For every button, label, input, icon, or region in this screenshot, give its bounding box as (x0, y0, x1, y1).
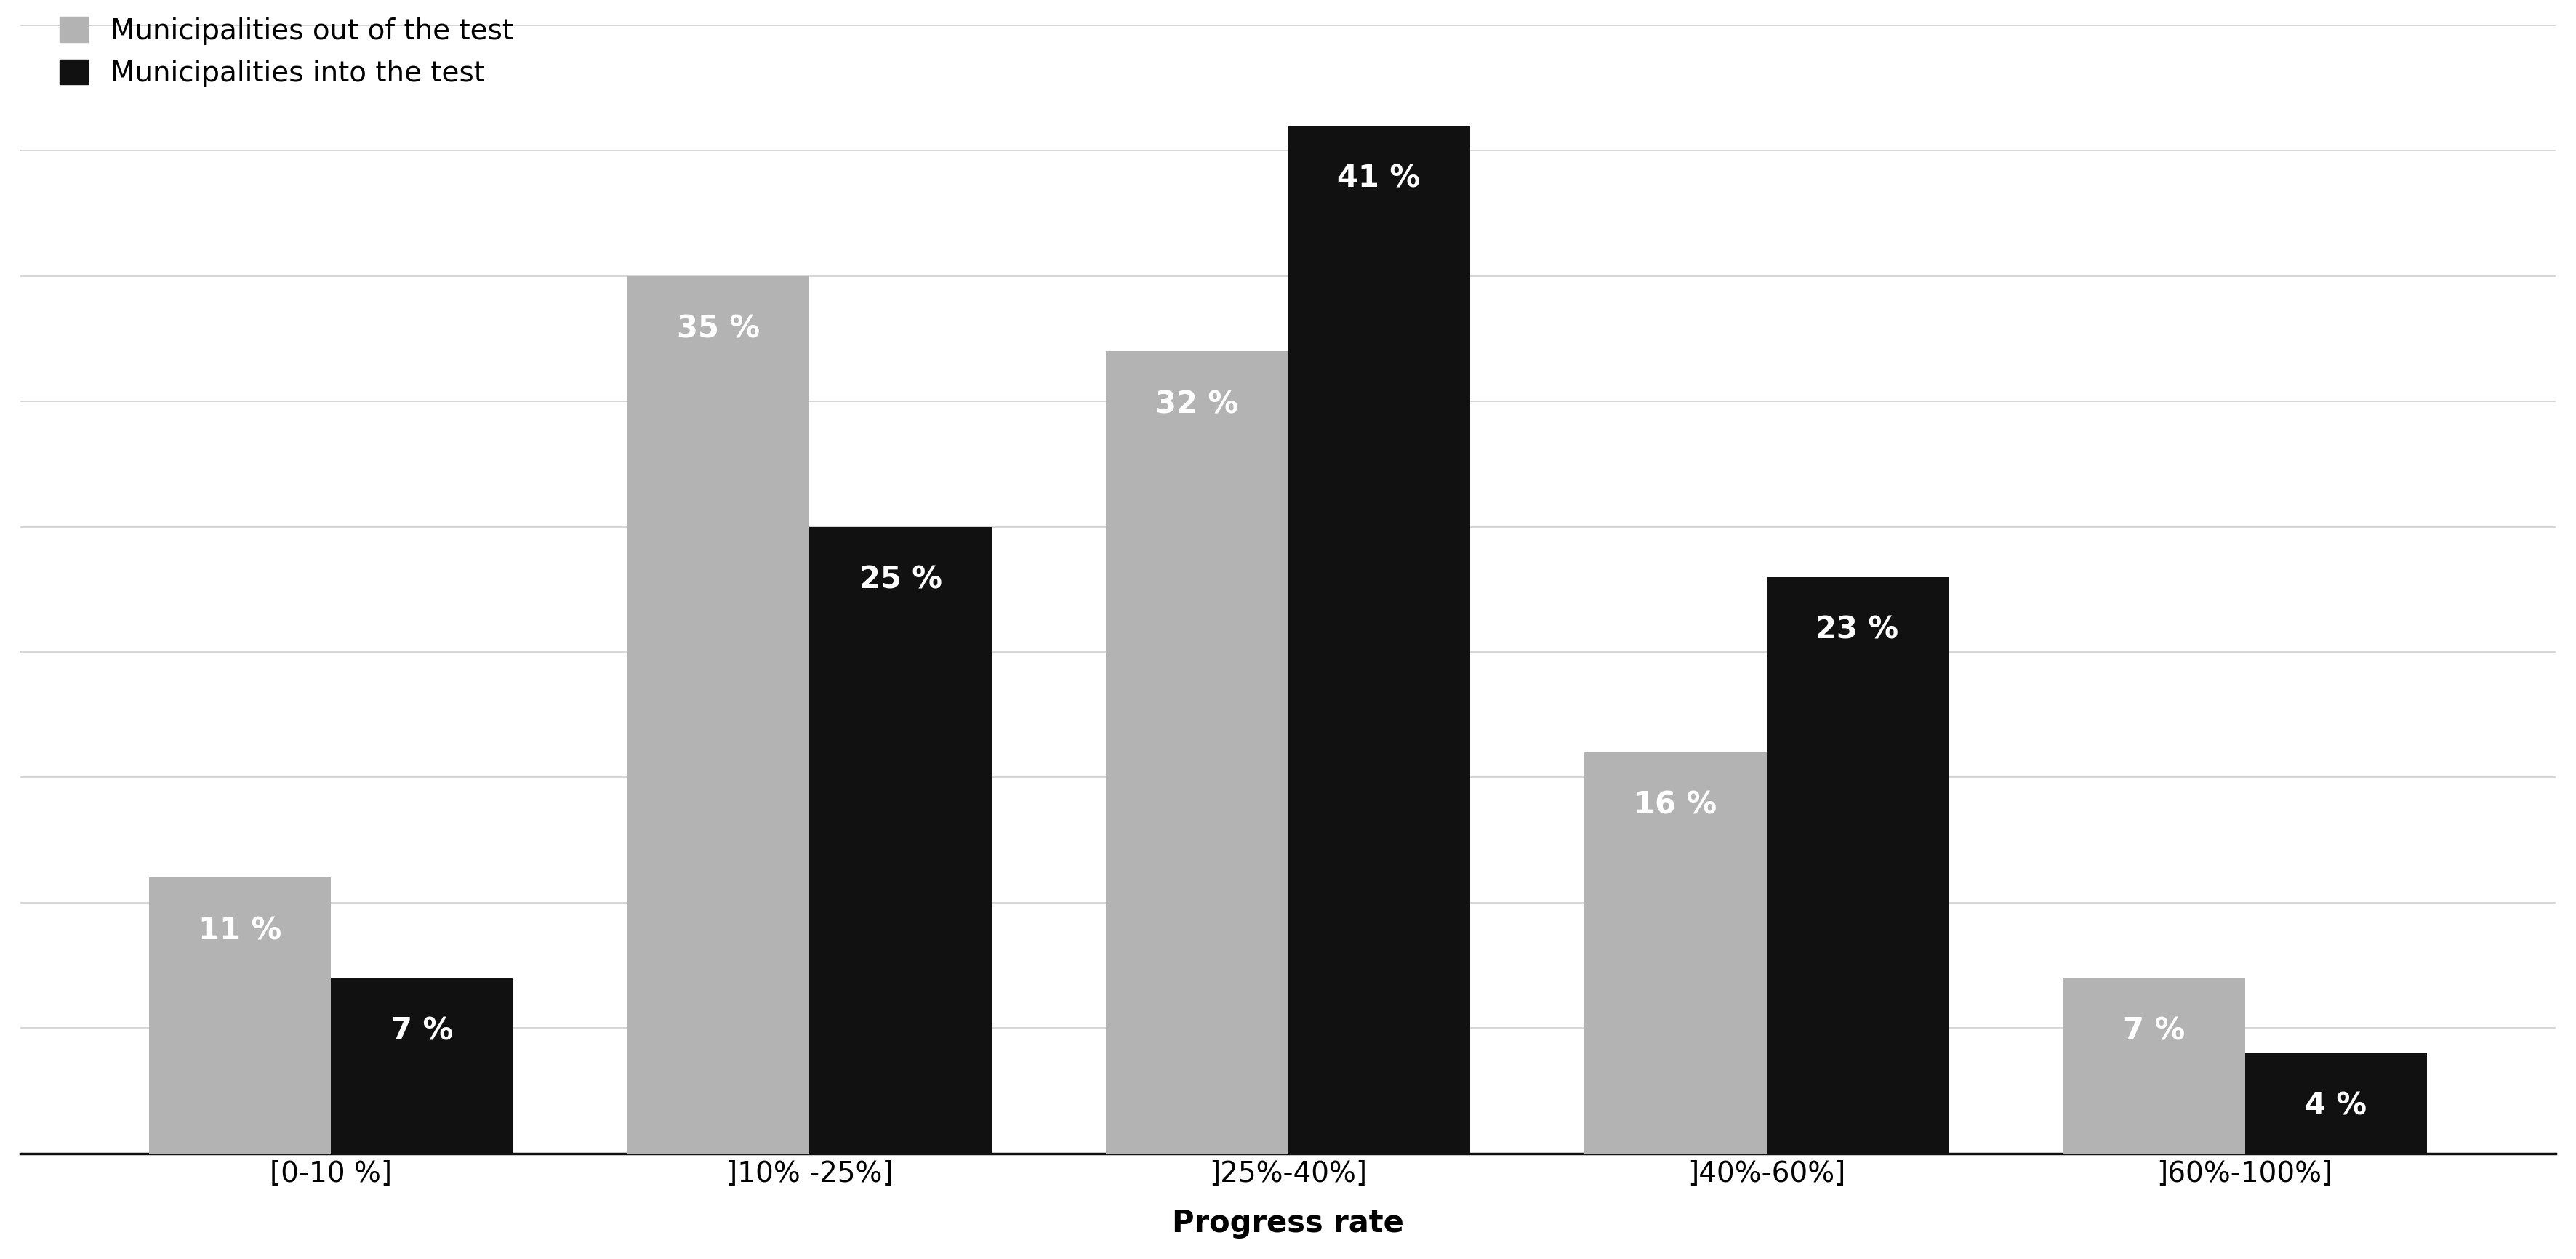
Text: 4 %: 4 % (2306, 1090, 2367, 1122)
Bar (1767, 577, 1947, 1153)
Text: 7 %: 7 % (2123, 1016, 2184, 1046)
X-axis label: Progress rate: Progress rate (1172, 1209, 1404, 1239)
Bar (1105, 351, 1288, 1153)
Text: 11 %: 11 % (198, 915, 281, 946)
Bar (332, 978, 513, 1153)
Bar (809, 526, 992, 1153)
Bar (1584, 753, 1767, 1153)
Bar (2063, 978, 2244, 1153)
Text: 23 %: 23 % (1816, 614, 1899, 645)
Bar (2244, 1053, 2427, 1153)
Bar (1288, 126, 1471, 1153)
Text: 41 %: 41 % (1337, 164, 1419, 194)
Bar (149, 878, 332, 1153)
Bar (629, 276, 809, 1153)
Text: 32 %: 32 % (1157, 389, 1239, 419)
Text: 7 %: 7 % (392, 1016, 453, 1046)
Text: 16 %: 16 % (1633, 789, 1718, 821)
Text: 35 %: 35 % (677, 313, 760, 344)
Text: 25 %: 25 % (858, 564, 943, 596)
Legend: Municipalities out of the test, Municipalities into the test: Municipalities out of the test, Municipa… (59, 18, 513, 87)
